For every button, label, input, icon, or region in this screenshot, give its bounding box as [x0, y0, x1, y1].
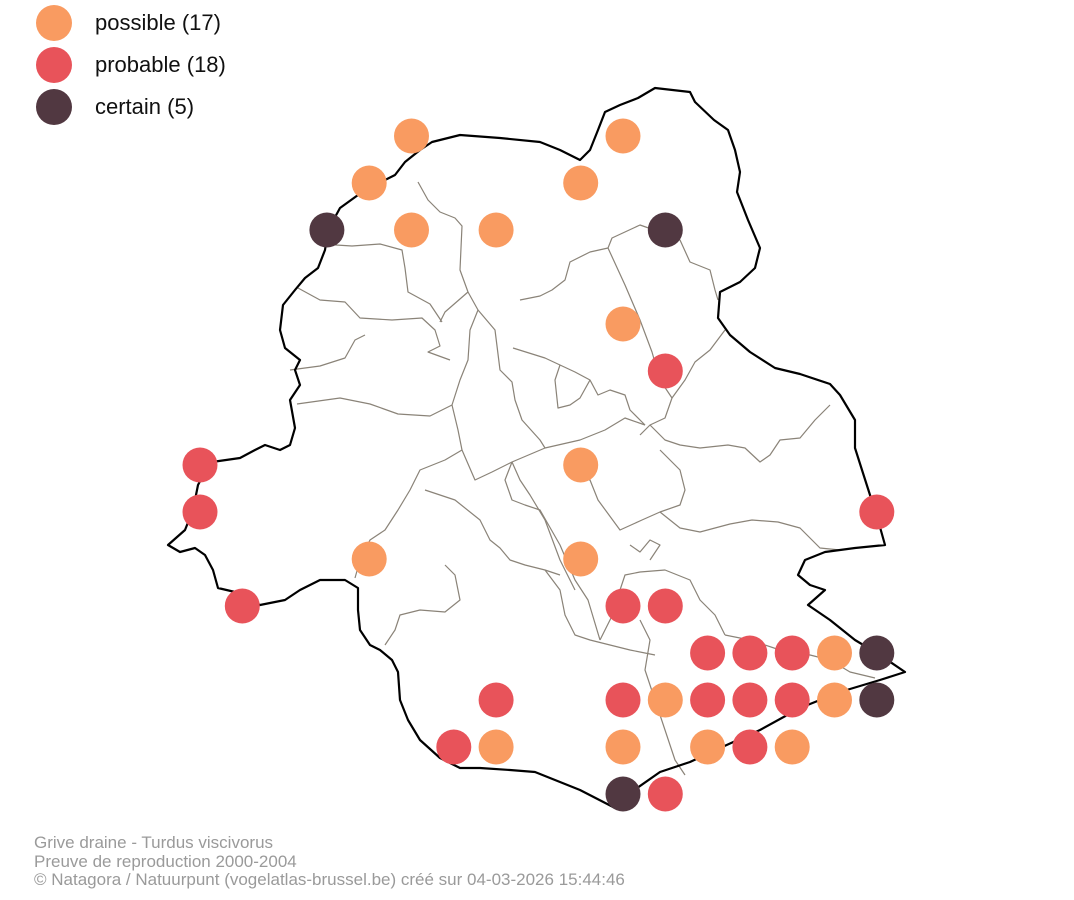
observation-marker-possible [563, 447, 599, 483]
observation-marker-possible [478, 729, 514, 765]
observation-marker-certain [309, 212, 345, 248]
species-title: Grive draine - Turdus viscivorus [34, 833, 274, 852]
observation-marker-probable [732, 729, 768, 765]
commune-boundary [319, 243, 443, 323]
observation-marker-probable [224, 588, 260, 624]
observation-marker-probable [859, 494, 895, 530]
observation-marker-probable [690, 635, 726, 671]
legend-label-certain: certain (5) [95, 94, 195, 119]
commune-boundary [451, 404, 646, 481]
map-caption: Grive draine - Turdus viscivorus Preuve … [34, 833, 625, 890]
observation-marker-possible [817, 635, 852, 671]
observation-marker-possible [774, 729, 810, 765]
observation-marker-certain [859, 635, 895, 671]
observation-marker-possible [351, 165, 387, 201]
legend-swatch-probable [36, 47, 72, 83]
observation-marker-probable [182, 494, 218, 530]
observation-marker-probable [605, 588, 641, 624]
copyright-line: © Natagora / Natuurpunt (vogelatlas-brus… [34, 870, 625, 889]
commune-boundary [544, 569, 656, 656]
period-subtitle: Preuve de reproduction 2000-2004 [34, 851, 297, 871]
region-border [166, 86, 907, 810]
legend-item-certain: certain (5) [36, 86, 226, 128]
commune-boundary [297, 287, 451, 361]
commune-boundary [519, 224, 661, 301]
commune-boundary [511, 461, 576, 591]
legend-item-possible: possible (17) [36, 2, 226, 44]
observation-marker-probable [436, 729, 472, 765]
observation-marker-possible [563, 541, 599, 577]
commune-boundary [504, 461, 601, 641]
observation-marker-probable [182, 447, 218, 483]
observation-marker-possible [647, 682, 683, 718]
observation-marker-probable [732, 635, 768, 671]
observation-marker-probable [732, 682, 768, 718]
observation-marker-possible [690, 729, 726, 765]
commune-boundary [424, 489, 561, 576]
observation-marker-possible [394, 212, 429, 248]
commune-boundary [296, 291, 479, 417]
observation-marker-probable [647, 353, 683, 389]
commune-boundary [384, 564, 461, 646]
observation-marker-probable [647, 776, 683, 812]
observation-marker-possible [563, 165, 599, 201]
legend-swatch-possible [36, 5, 72, 41]
commune-boundary [581, 449, 686, 531]
legend-swatch-certain [36, 89, 72, 125]
commune-boundary [477, 309, 546, 449]
observation-marker-possible [351, 541, 387, 577]
legend: possible (17) probable (18) certain (5) [36, 2, 226, 128]
observation-marker-probable [647, 588, 683, 624]
legend-item-probable: probable (18) [36, 44, 226, 86]
observation-marker-certain [859, 682, 895, 718]
observation-marker-possible [478, 212, 514, 248]
commune-boundary [289, 334, 366, 371]
legend-label-possible: possible (17) [95, 10, 221, 35]
observation-marker-probable [774, 682, 810, 718]
commune-boundary [417, 181, 469, 293]
commune-boundary [512, 347, 646, 426]
observation-marker-possible [605, 306, 641, 342]
observation-marker-certain [647, 212, 683, 248]
observation-marker-probable [478, 682, 514, 718]
observation-marker-probable [605, 682, 641, 718]
commune-boundary [649, 404, 831, 463]
observation-marker-probable [774, 635, 810, 671]
observation-marker-certain [605, 776, 641, 812]
commune-boundary [629, 539, 661, 561]
observation-marker-probable [690, 682, 726, 718]
commune-boundary [659, 511, 841, 551]
commune-boundary [554, 364, 591, 409]
observation-marker-possible [605, 118, 641, 154]
commune-boundary [671, 329, 726, 399]
commune-boundary [607, 247, 673, 436]
observation-markers [182, 118, 895, 812]
observation-marker-possible [394, 118, 429, 154]
legend-label-probable: probable (18) [95, 52, 226, 77]
observation-marker-possible [817, 682, 852, 718]
observation-marker-possible [605, 729, 641, 765]
